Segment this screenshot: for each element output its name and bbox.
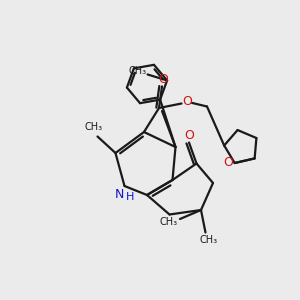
Text: H: H <box>126 192 135 203</box>
Text: CH₃: CH₃ <box>200 235 217 245</box>
Text: O: O <box>183 95 192 109</box>
Text: CH₃: CH₃ <box>128 67 146 76</box>
Text: O: O <box>159 73 168 86</box>
Text: CH₃: CH₃ <box>85 122 103 133</box>
Text: O: O <box>223 156 233 169</box>
Text: N: N <box>114 188 124 201</box>
Text: O: O <box>184 129 194 142</box>
Text: CH₃: CH₃ <box>160 217 178 227</box>
